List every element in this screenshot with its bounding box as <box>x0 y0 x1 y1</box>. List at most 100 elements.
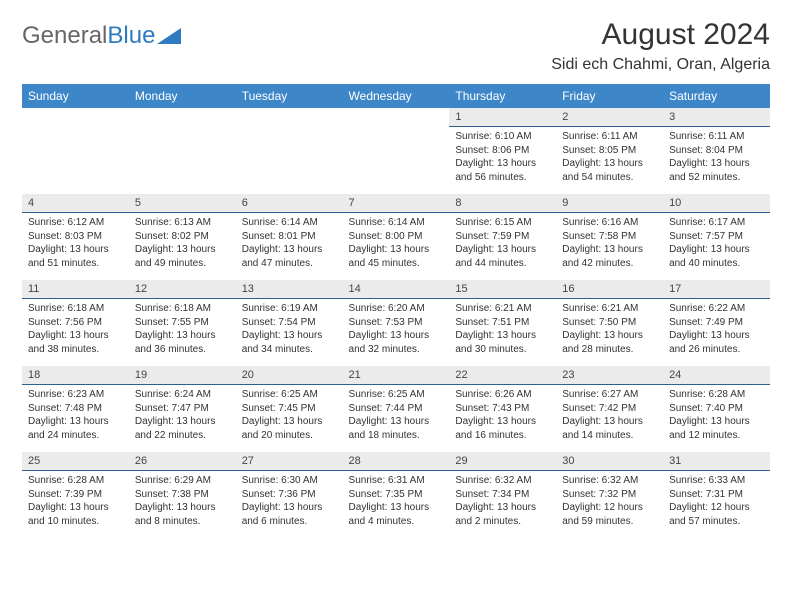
weekday-header: Thursday <box>449 84 556 108</box>
daylight-line: Daylight: 12 hours and 57 minutes. <box>669 501 764 528</box>
daylight-line: Daylight: 13 hours and 51 minutes. <box>28 243 123 270</box>
daylight-line: Daylight: 13 hours and 10 minutes. <box>28 501 123 528</box>
day-details: Sunrise: 6:22 AMSunset: 7:49 PMDaylight:… <box>663 299 770 361</box>
sunrise-line: Sunrise: 6:11 AM <box>669 130 764 144</box>
calendar-day-cell: 1Sunrise: 6:10 AMSunset: 8:06 PMDaylight… <box>449 108 556 194</box>
day-number: 29 <box>449 452 556 471</box>
day-number: 16 <box>556 280 663 299</box>
sunset-line: Sunset: 7:49 PM <box>669 316 764 330</box>
daylight-line: Daylight: 13 hours and 4 minutes. <box>349 501 444 528</box>
sunrise-line: Sunrise: 6:25 AM <box>242 388 337 402</box>
calendar-day-cell: 26Sunrise: 6:29 AMSunset: 7:38 PMDayligh… <box>129 452 236 538</box>
calendar-day-cell: 3Sunrise: 6:11 AMSunset: 8:04 PMDaylight… <box>663 108 770 194</box>
sunset-line: Sunset: 7:40 PM <box>669 402 764 416</box>
sunrise-line: Sunrise: 6:18 AM <box>28 302 123 316</box>
day-number: 18 <box>22 366 129 385</box>
day-number: 31 <box>663 452 770 471</box>
calendar-day-cell: 27Sunrise: 6:30 AMSunset: 7:36 PMDayligh… <box>236 452 343 538</box>
day-details: Sunrise: 6:19 AMSunset: 7:54 PMDaylight:… <box>236 299 343 361</box>
calendar-day-cell: 15Sunrise: 6:21 AMSunset: 7:51 PMDayligh… <box>449 280 556 366</box>
day-details: Sunrise: 6:16 AMSunset: 7:58 PMDaylight:… <box>556 213 663 275</box>
calendar-day-cell: 10Sunrise: 6:17 AMSunset: 7:57 PMDayligh… <box>663 194 770 280</box>
sunset-line: Sunset: 8:02 PM <box>135 230 230 244</box>
day-details: Sunrise: 6:31 AMSunset: 7:35 PMDaylight:… <box>343 471 450 533</box>
calendar-day-cell: 14Sunrise: 6:20 AMSunset: 7:53 PMDayligh… <box>343 280 450 366</box>
sunrise-line: Sunrise: 6:25 AM <box>349 388 444 402</box>
day-number: 8 <box>449 194 556 213</box>
day-details: Sunrise: 6:27 AMSunset: 7:42 PMDaylight:… <box>556 385 663 447</box>
calendar-day-cell: 5 Sunrise: 6:13 AMSunset: 8:02 PMDaylight… <box>129 194 236 280</box>
daylight-line: Daylight: 13 hours and 49 minutes. <box>135 243 230 270</box>
calendar-day-cell <box>343 108 450 194</box>
calendar-day-cell: 30Sunrise: 6:32 AMSunset: 7:32 PMDayligh… <box>556 452 663 538</box>
daylight-line: Daylight: 13 hours and 54 minutes. <box>562 157 657 184</box>
logo-word-1: General <box>22 22 107 49</box>
day-number: 6 <box>236 194 343 213</box>
sunset-line: Sunset: 8:01 PM <box>242 230 337 244</box>
daylight-line: Daylight: 13 hours and 56 minutes. <box>455 157 550 184</box>
calendar-day-cell: 2Sunrise: 6:11 AMSunset: 8:05 PMDaylight… <box>556 108 663 194</box>
day-details: Sunrise: 6:28 AMSunset: 7:39 PMDaylight:… <box>22 471 129 533</box>
logo-triangle-icon <box>157 26 183 46</box>
sunrise-line: Sunrise: 6:11 AM <box>562 130 657 144</box>
day-number: 27 <box>236 452 343 471</box>
day-details: Sunrise: 6:21 AMSunset: 7:50 PMDaylight:… <box>556 299 663 361</box>
sunset-line: Sunset: 7:31 PM <box>669 488 764 502</box>
sunrise-line: Sunrise: 6:33 AM <box>669 474 764 488</box>
daylight-line: Daylight: 13 hours and 45 minutes. <box>349 243 444 270</box>
daylight-line: Daylight: 13 hours and 8 minutes. <box>135 501 230 528</box>
daylight-line: Daylight: 13 hours and 47 minutes. <box>242 243 337 270</box>
calendar-day-cell: 22Sunrise: 6:26 AMSunset: 7:43 PMDayligh… <box>449 366 556 452</box>
calendar-day-cell: 21Sunrise: 6:25 AMSunset: 7:44 PMDayligh… <box>343 366 450 452</box>
day-details: Sunrise: 6:25 AMSunset: 7:45 PMDaylight:… <box>236 385 343 447</box>
weekday-header: Monday <box>129 84 236 108</box>
calendar-day-cell: 17Sunrise: 6:22 AMSunset: 7:49 PMDayligh… <box>663 280 770 366</box>
day-details: Sunrise: 6:20 AMSunset: 7:53 PMDaylight:… <box>343 299 450 361</box>
day-number: 26 <box>129 452 236 471</box>
daylight-line: Daylight: 13 hours and 16 minutes. <box>455 415 550 442</box>
sunrise-line: Sunrise: 6:13 AM <box>135 216 230 230</box>
day-details: Sunrise: 6:29 AMSunset: 7:38 PMDaylight:… <box>129 471 236 533</box>
sunrise-line: Sunrise: 6:30 AM <box>242 474 337 488</box>
logo-word-2: Blue <box>107 22 155 49</box>
sunrise-line: Sunrise: 6:10 AM <box>455 130 550 144</box>
day-number: 17 <box>663 280 770 299</box>
sunrise-line: Sunrise: 6:14 AM <box>349 216 444 230</box>
day-number: 14 <box>343 280 450 299</box>
daylight-line: Daylight: 13 hours and 14 minutes. <box>562 415 657 442</box>
weekday-header: Tuesday <box>236 84 343 108</box>
sunset-line: Sunset: 7:47 PM <box>135 402 230 416</box>
header: GeneralBlue August 2024 Sidi ech Chahmi,… <box>22 18 770 74</box>
daylight-line: Daylight: 13 hours and 36 minutes. <box>135 329 230 356</box>
calendar-day-cell: 29Sunrise: 6:32 AMSunset: 7:34 PMDayligh… <box>449 452 556 538</box>
sunset-line: Sunset: 7:44 PM <box>349 402 444 416</box>
calendar-table: SundayMondayTuesdayWednesdayThursdayFrid… <box>22 84 770 538</box>
sunset-line: Sunset: 7:35 PM <box>349 488 444 502</box>
daylight-line: Daylight: 13 hours and 20 minutes. <box>242 415 337 442</box>
sunrise-line: Sunrise: 6:19 AM <box>242 302 337 316</box>
day-details: Sunrise: 6:18 AMSunset: 7:55 PMDaylight:… <box>129 299 236 361</box>
day-details: Sunrise: 6:12 AMSunset: 8:03 PMDaylight:… <box>22 213 129 275</box>
calendar-day-cell: 25Sunrise: 6:28 AMSunset: 7:39 PMDayligh… <box>22 452 129 538</box>
sunset-line: Sunset: 7:45 PM <box>242 402 337 416</box>
sunset-line: Sunset: 7:55 PM <box>135 316 230 330</box>
day-number: 5 <box>129 194 236 213</box>
day-details: Sunrise: 6:33 AMSunset: 7:31 PMDaylight:… <box>663 471 770 533</box>
sunset-line: Sunset: 7:50 PM <box>562 316 657 330</box>
logo: GeneralBlue <box>22 22 183 50</box>
calendar-day-cell: 9Sunrise: 6:16 AMSunset: 7:58 PMDaylight… <box>556 194 663 280</box>
calendar-week-row: 4Sunrise: 6:12 AMSunset: 8:03 PMDaylight… <box>22 194 770 280</box>
daylight-line: Daylight: 12 hours and 59 minutes. <box>562 501 657 528</box>
sunrise-line: Sunrise: 6:20 AM <box>349 302 444 316</box>
daylight-line: Daylight: 13 hours and 2 minutes. <box>455 501 550 528</box>
day-number: 4 <box>22 194 129 213</box>
daylight-line: Daylight: 13 hours and 34 minutes. <box>242 329 337 356</box>
day-details: Sunrise: 6:11 AMSunset: 8:05 PMDaylight:… <box>556 127 663 189</box>
sunrise-line: Sunrise: 6:22 AM <box>669 302 764 316</box>
sunrise-line: Sunrise: 6:27 AM <box>562 388 657 402</box>
daylight-line: Daylight: 13 hours and 40 minutes. <box>669 243 764 270</box>
daylight-line: Daylight: 13 hours and 18 minutes. <box>349 415 444 442</box>
daylight-line: Daylight: 13 hours and 38 minutes. <box>28 329 123 356</box>
calendar-page: GeneralBlue August 2024 Sidi ech Chahmi,… <box>0 0 792 548</box>
day-details: Sunrise: 6:10 AMSunset: 8:06 PMDaylight:… <box>449 127 556 189</box>
